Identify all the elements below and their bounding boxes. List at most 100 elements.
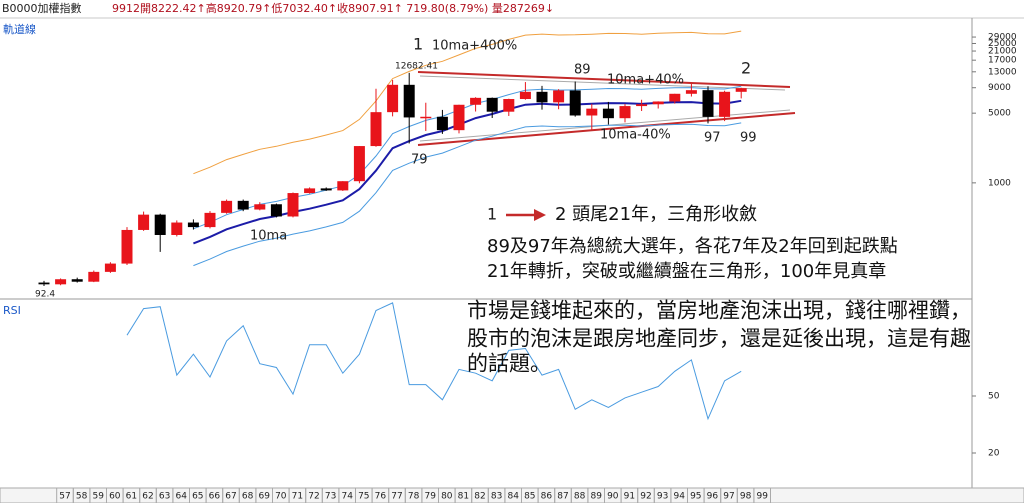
x-tick-label: 98 xyxy=(740,492,752,502)
y-tick-label: 5000 xyxy=(988,109,1011,119)
x-tick-label: 64 xyxy=(175,492,187,502)
candle-body xyxy=(270,204,282,217)
candle-body xyxy=(602,108,614,119)
upper-guide-line xyxy=(419,75,786,91)
annotation: 12682.41 xyxy=(395,62,438,72)
band-line xyxy=(193,85,742,230)
candle-body xyxy=(387,84,399,113)
x-tick-label: 85 xyxy=(524,492,535,502)
candle-body xyxy=(719,91,731,117)
candle-body xyxy=(204,212,216,228)
x-tick-label: 68 xyxy=(242,492,254,502)
x-tick-label: 81 xyxy=(458,492,469,502)
y-tick-label: 50 xyxy=(988,392,1000,402)
x-tick-label: 86 xyxy=(541,492,553,502)
x-tick-label: 84 xyxy=(507,492,519,502)
band-line xyxy=(193,30,742,175)
candle-body xyxy=(337,181,349,191)
candle-body xyxy=(370,112,382,147)
line-label: 10ma xyxy=(250,229,287,244)
annotation: 89 xyxy=(574,63,591,78)
candle-body xyxy=(503,99,515,112)
candle-body xyxy=(669,93,681,102)
x-tick-label: 77 xyxy=(391,492,402,502)
candle-body xyxy=(586,108,598,116)
candle-body xyxy=(685,90,697,94)
note-text: 股市的泡沫是跟房地產同步，還是延後出現，這是有趣 xyxy=(467,327,971,351)
candle-body xyxy=(221,200,233,213)
candle-body xyxy=(138,214,150,230)
rsi-label: RSI xyxy=(3,304,21,317)
x-tick-label: 79 xyxy=(424,492,436,502)
candle-body xyxy=(436,116,448,131)
upper-trend-line xyxy=(417,71,791,88)
candle-body xyxy=(154,214,166,235)
x-tick-label: 58 xyxy=(76,492,88,502)
candle-body xyxy=(320,188,332,191)
panel-label: 軌道線 xyxy=(3,22,36,36)
y-tick-label: 25000 xyxy=(988,39,1017,49)
y-tick-label: 9000 xyxy=(988,83,1011,93)
band-line xyxy=(193,99,742,245)
candle-body xyxy=(536,91,548,103)
line-label: 10ma+400% xyxy=(432,39,517,54)
x-tick-cell xyxy=(753,487,772,503)
line-label: 10ma-40% xyxy=(600,128,671,143)
x-tick-label: 69 xyxy=(258,492,270,502)
candle-body xyxy=(470,97,482,105)
annotation: 92.4 xyxy=(35,290,55,300)
candle-body xyxy=(287,193,299,217)
x-tick-label: 80 xyxy=(441,492,453,502)
x-tick-label: 89 xyxy=(590,492,602,502)
x-tick-label: 90 xyxy=(607,492,619,502)
x-tick-label: 83 xyxy=(491,492,502,502)
x-tick-label: 74 xyxy=(341,492,353,502)
lower-trend-line xyxy=(417,112,796,146)
band-line xyxy=(193,122,742,267)
candle-body xyxy=(104,263,116,272)
annotation: 1 xyxy=(487,205,497,224)
x-tick-label: 93 xyxy=(657,492,668,502)
candle-body xyxy=(237,200,249,210)
y-tick-label: 13000 xyxy=(988,67,1017,77)
y-tick-label: 21000 xyxy=(988,47,1017,57)
y-tick-label: 17000 xyxy=(988,56,1017,66)
x-tick-label: 78 xyxy=(408,492,420,502)
rsi-line xyxy=(126,302,742,421)
x-tick-label: 57 xyxy=(59,492,70,502)
x-tick-label: 96 xyxy=(707,492,719,502)
candle-body xyxy=(304,188,316,194)
y-tick-label: 20 xyxy=(988,449,1000,459)
x-tick-label: 87 xyxy=(557,492,568,502)
candle-body xyxy=(121,229,133,264)
candle-body xyxy=(702,90,714,117)
line-label: 10ma+40% xyxy=(607,73,684,88)
candle-body xyxy=(453,104,465,131)
candle-body xyxy=(71,279,83,282)
candle-body xyxy=(38,282,50,285)
candle-body xyxy=(88,271,100,282)
x-tick-label: 65 xyxy=(192,492,203,502)
annotation: 79 xyxy=(411,153,428,168)
annotation: 2 xyxy=(741,59,751,78)
y-tick-label: 1000 xyxy=(988,178,1011,188)
candle-body xyxy=(254,204,266,210)
candle-body xyxy=(652,101,664,105)
y-tick-label: 29000 xyxy=(988,33,1017,43)
candle-body xyxy=(353,146,365,182)
x-tick-label: 82 xyxy=(474,492,485,502)
note-text: 21年轉折，突破或繼續盤在三角形，100年見真章 xyxy=(487,261,886,282)
x-tick-label: 76 xyxy=(375,492,387,502)
x-tick-label: 95 xyxy=(690,492,701,502)
candle-body xyxy=(403,84,415,118)
candle-body xyxy=(55,279,67,285)
x-tick-label: 66 xyxy=(209,492,221,502)
x-tick-label: 71 xyxy=(292,492,303,502)
annotation: 97 xyxy=(704,131,721,146)
candle-body xyxy=(171,222,183,235)
quote-line: 9912開8222.42↑高8920.79↑低7032.40↑收8907.91↑… xyxy=(112,1,554,15)
x-tick-label: 94 xyxy=(673,492,685,502)
x-tick-label: 88 xyxy=(574,492,586,502)
